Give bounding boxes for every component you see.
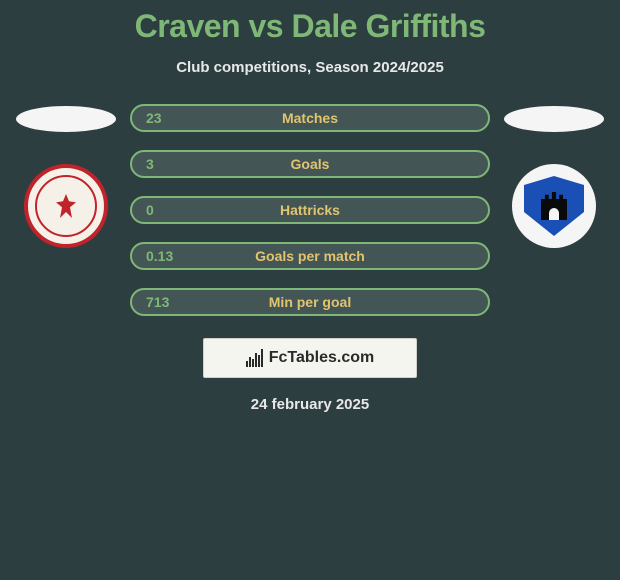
bar — [261, 349, 263, 367]
right-team-column — [498, 104, 610, 248]
bar-chart-icon — [246, 349, 263, 367]
stats-column: 23 Matches 3 Goals 0 Hattricks 0.13 Goal… — [130, 104, 490, 316]
stat-row-goals-per-match: 0.13 Goals per match — [130, 242, 490, 270]
comparison-area: 23 Matches 3 Goals 0 Hattricks 0.13 Goal… — [0, 104, 620, 316]
bar — [249, 357, 251, 367]
castle-icon — [541, 192, 567, 220]
castle-arch — [549, 208, 559, 220]
left-team-column — [10, 104, 122, 248]
bar — [252, 359, 254, 367]
subtitle: Club competitions, Season 2024/2025 — [0, 59, 620, 76]
left-team-badge — [24, 164, 108, 248]
page-title: Craven vs Dale Griffiths — [0, 8, 620, 45]
stat-row-hattricks: 0 Hattricks — [130, 196, 490, 224]
stat-label: Matches — [132, 110, 488, 126]
stat-value-left: 0.13 — [146, 248, 173, 264]
left-ellipse-marker — [16, 106, 116, 132]
brand-label: FcTables.com — [269, 349, 375, 367]
stat-row-goals: 3 Goals — [130, 150, 490, 178]
brand-box[interactable]: FcTables.com — [203, 338, 417, 378]
comparison-card: Craven vs Dale Griffiths Club competitio… — [0, 0, 620, 413]
stat-row-matches: 23 Matches — [130, 104, 490, 132]
stat-value-left: 713 — [146, 294, 169, 310]
stat-value-left: 3 — [146, 156, 154, 172]
shield-icon — [524, 176, 584, 236]
bar — [255, 353, 257, 367]
stat-row-min-per-goal: 713 Min per goal — [130, 288, 490, 316]
stat-label: Goals per match — [132, 248, 488, 264]
bar — [246, 361, 248, 367]
stat-value-left: 23 — [146, 110, 162, 126]
stat-label: Goals — [132, 156, 488, 172]
stat-label: Hattricks — [132, 202, 488, 218]
bar — [258, 355, 260, 367]
date-label: 24 february 2025 — [251, 396, 369, 413]
stat-value-left: 0 — [146, 202, 154, 218]
stat-label: Min per goal — [132, 294, 488, 310]
right-team-badge — [512, 164, 596, 248]
footer: FcTables.com 24 february 2025 — [0, 338, 620, 413]
right-ellipse-marker — [504, 106, 604, 132]
